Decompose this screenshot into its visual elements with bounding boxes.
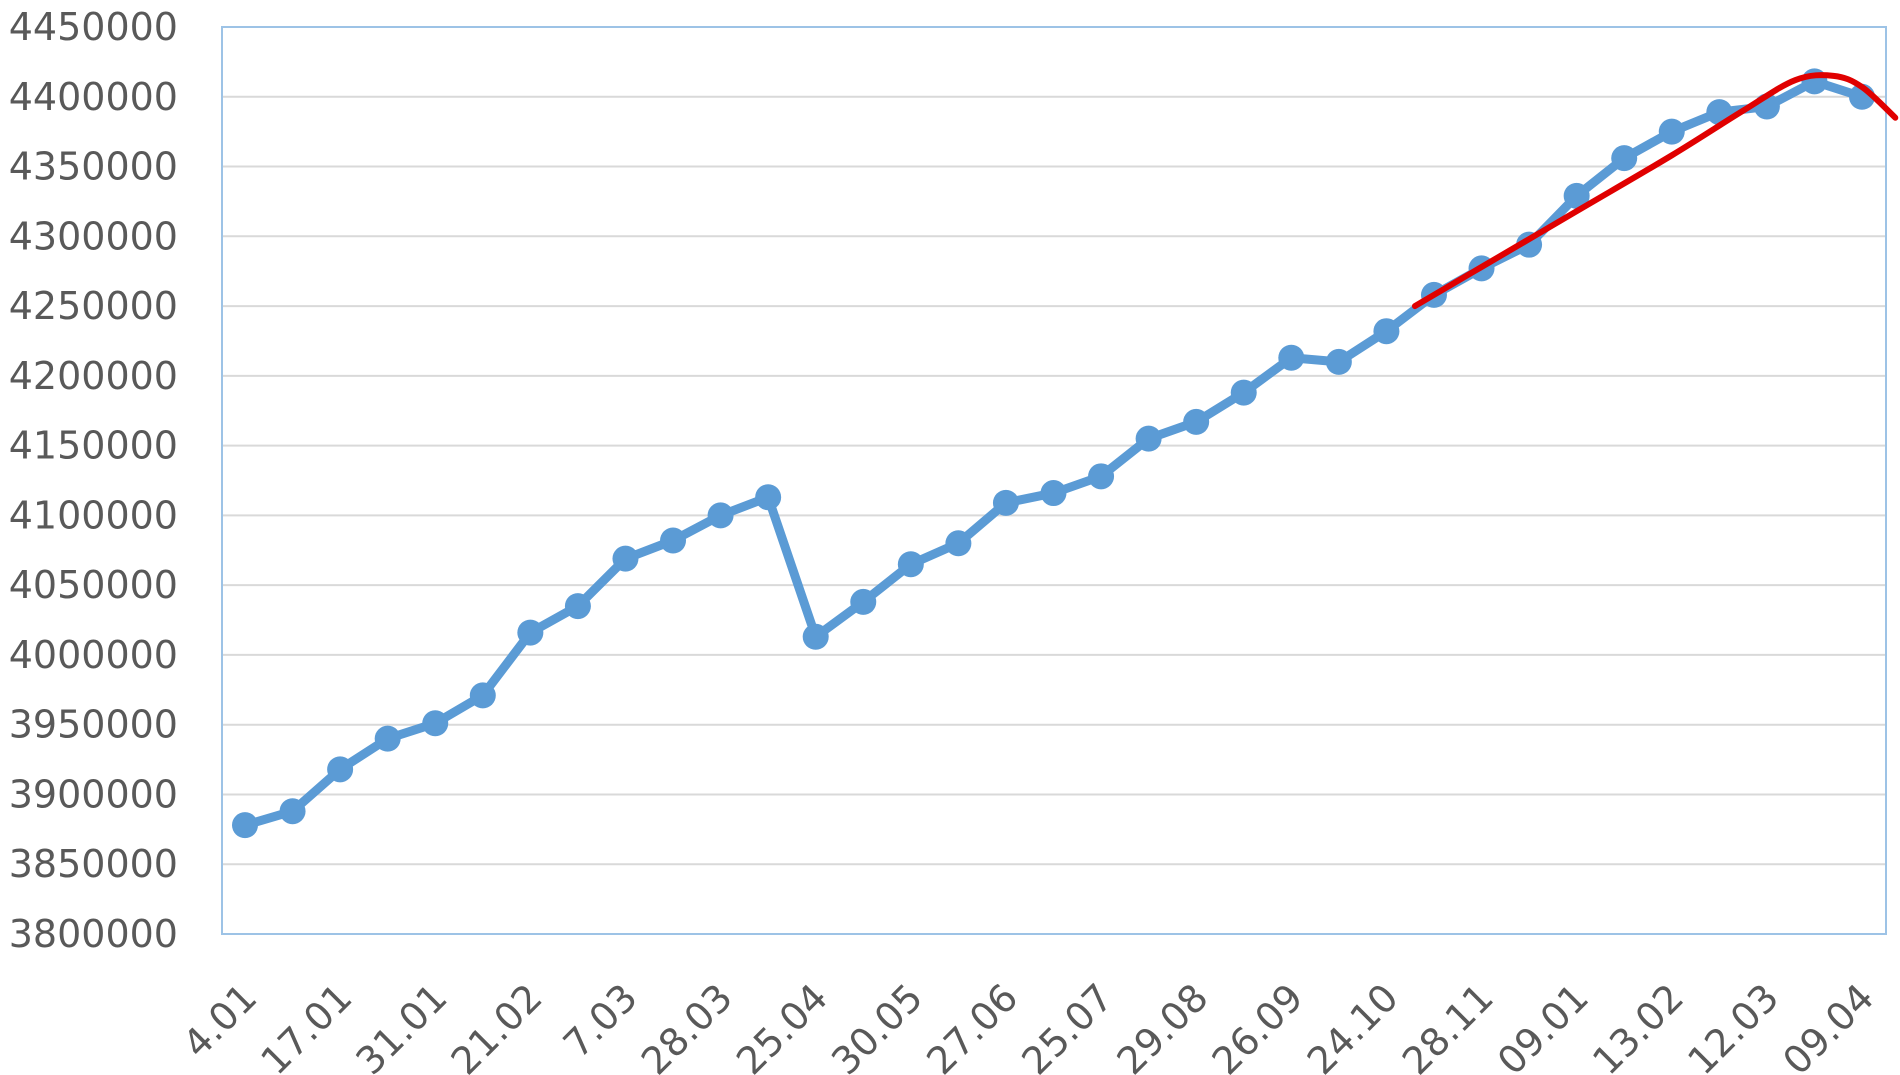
- y-tick-label: 4350000: [9, 145, 178, 189]
- y-tick-label: 4300000: [9, 214, 178, 258]
- x-tick-label: 27.06: [918, 975, 1026, 1075]
- y-tick-label: 4400000: [9, 75, 178, 119]
- data-point: [992, 489, 1019, 516]
- x-tick-label: 30.05: [823, 975, 931, 1075]
- x-tick-label: 21.02: [443, 975, 551, 1075]
- x-tick-label: 09.01: [1489, 975, 1597, 1075]
- data-point: [1611, 145, 1638, 172]
- y-tick-label: 3900000: [9, 772, 178, 816]
- x-tick-label: 17.01: [252, 975, 360, 1075]
- series-line-red-trend: [1411, 72, 1899, 310]
- x-tick-label: 09.04: [1774, 975, 1882, 1075]
- y-tick-label: 4250000: [9, 284, 178, 328]
- series-layer: [232, 68, 1899, 839]
- data-point: [1563, 182, 1590, 209]
- data-point: [1183, 408, 1210, 435]
- x-tick-label: 26.09: [1204, 975, 1312, 1075]
- y-tick-label: 4050000: [9, 563, 178, 607]
- series-line-blue: [240, 76, 1867, 830]
- gridlines: [222, 95, 1886, 866]
- y-tick-label: 4450000: [9, 5, 178, 49]
- data-point: [469, 682, 496, 709]
- data-point: [279, 798, 306, 825]
- y-tick-label: 4000000: [9, 633, 178, 677]
- y-tick-label: 3800000: [9, 912, 178, 956]
- data-point: [1658, 118, 1685, 145]
- x-tick-label: 25.04: [728, 975, 836, 1075]
- data-point: [660, 527, 687, 554]
- data-point: [517, 619, 544, 646]
- plot-area-frame: [221, 26, 1887, 935]
- x-tick-label: 24.10: [1299, 975, 1407, 1075]
- data-point: [1088, 463, 1115, 490]
- data-point: [707, 502, 734, 529]
- data-point: [1325, 348, 1352, 375]
- data-point: [945, 530, 972, 557]
- y-tick-label: 3850000: [9, 842, 178, 886]
- data-point: [612, 545, 639, 572]
- data-point: [1373, 318, 1400, 345]
- x-tick-label: 12.03: [1679, 975, 1787, 1075]
- y-tick-label: 4100000: [9, 493, 178, 537]
- data-point: [1040, 480, 1067, 507]
- data-point: [1278, 344, 1305, 371]
- data-point: [564, 593, 591, 620]
- x-tick-label: 28.11: [1394, 975, 1502, 1075]
- data-point: [232, 812, 258, 839]
- data-point: [327, 756, 354, 783]
- data-point: [897, 551, 924, 578]
- y-axis-tick-labels: 3800000 3850000 3900000 3950000 4000000 40500…: [9, 5, 178, 956]
- data-point: [755, 484, 782, 511]
- data-point: [422, 710, 449, 737]
- y-tick-label: 4150000: [9, 424, 178, 468]
- data-point: [1230, 379, 1257, 406]
- data-point: [802, 623, 829, 650]
- x-tick-label: 25.07: [1013, 975, 1121, 1075]
- x-tick-label: 13.02: [1584, 975, 1692, 1075]
- data-point: [1135, 425, 1162, 452]
- data-point: [374, 725, 401, 752]
- x-tick-label: 31.01: [348, 975, 456, 1075]
- y-tick-label: 4200000: [9, 354, 178, 398]
- x-tick-label: 29.08: [1108, 975, 1216, 1075]
- data-point: [850, 588, 877, 615]
- x-tick-label: 28.03: [633, 975, 741, 1075]
- y-tick-label: 3950000: [9, 703, 178, 747]
